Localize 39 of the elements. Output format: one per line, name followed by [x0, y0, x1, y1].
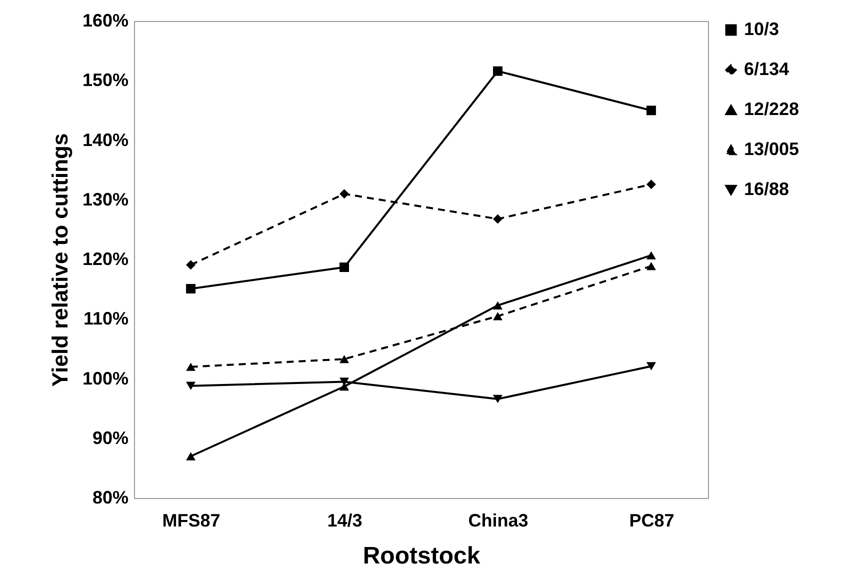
- point: [340, 354, 350, 364]
- x-tick-label: MFS87: [162, 510, 220, 530]
- y-tick-label: 90%: [92, 428, 128, 448]
- legend-label: 6/134: [744, 59, 790, 79]
- point: [492, 394, 502, 404]
- y-tick-label: 110%: [83, 308, 128, 329]
- x-tick-label: 14/3: [327, 510, 362, 530]
- legend-label: 13/005: [744, 139, 800, 159]
- legend-label: 12/228: [744, 99, 800, 119]
- point: [340, 189, 350, 199]
- point: [186, 362, 196, 371]
- point: [186, 452, 196, 460]
- point: [492, 214, 502, 224]
- y-tick-label: 130%: [82, 189, 128, 210]
- x-axis-title: Rootstock: [362, 542, 481, 570]
- point: [492, 312, 502, 320]
- point: [646, 262, 656, 270]
- legend-label: 16/88: [744, 179, 790, 199]
- y-tick-label: 150%: [82, 70, 128, 90]
- point: [340, 262, 350, 272]
- y-tick-label: 160%: [82, 10, 128, 30]
- point: [646, 106, 656, 116]
- point: [646, 180, 656, 190]
- point: [186, 382, 196, 390]
- y-tick-label: 140%: [82, 130, 128, 150]
- x-tick-label: PC87: [629, 510, 674, 530]
- legend-label: 10/3: [744, 19, 780, 39]
- point: [646, 362, 656, 370]
- point: [340, 378, 350, 386]
- point: [186, 260, 196, 270]
- point: [646, 251, 656, 260]
- y-tick-label: 100%: [82, 368, 128, 388]
- y-axis-title: Yield relative to cuttings: [47, 133, 72, 387]
- point: [492, 301, 502, 310]
- point: [492, 66, 502, 76]
- y-tick-label: 120%: [82, 249, 128, 269]
- y-tick-label: 80%: [92, 488, 128, 508]
- point: [186, 284, 196, 294]
- x-tick-label: China3: [468, 510, 528, 530]
